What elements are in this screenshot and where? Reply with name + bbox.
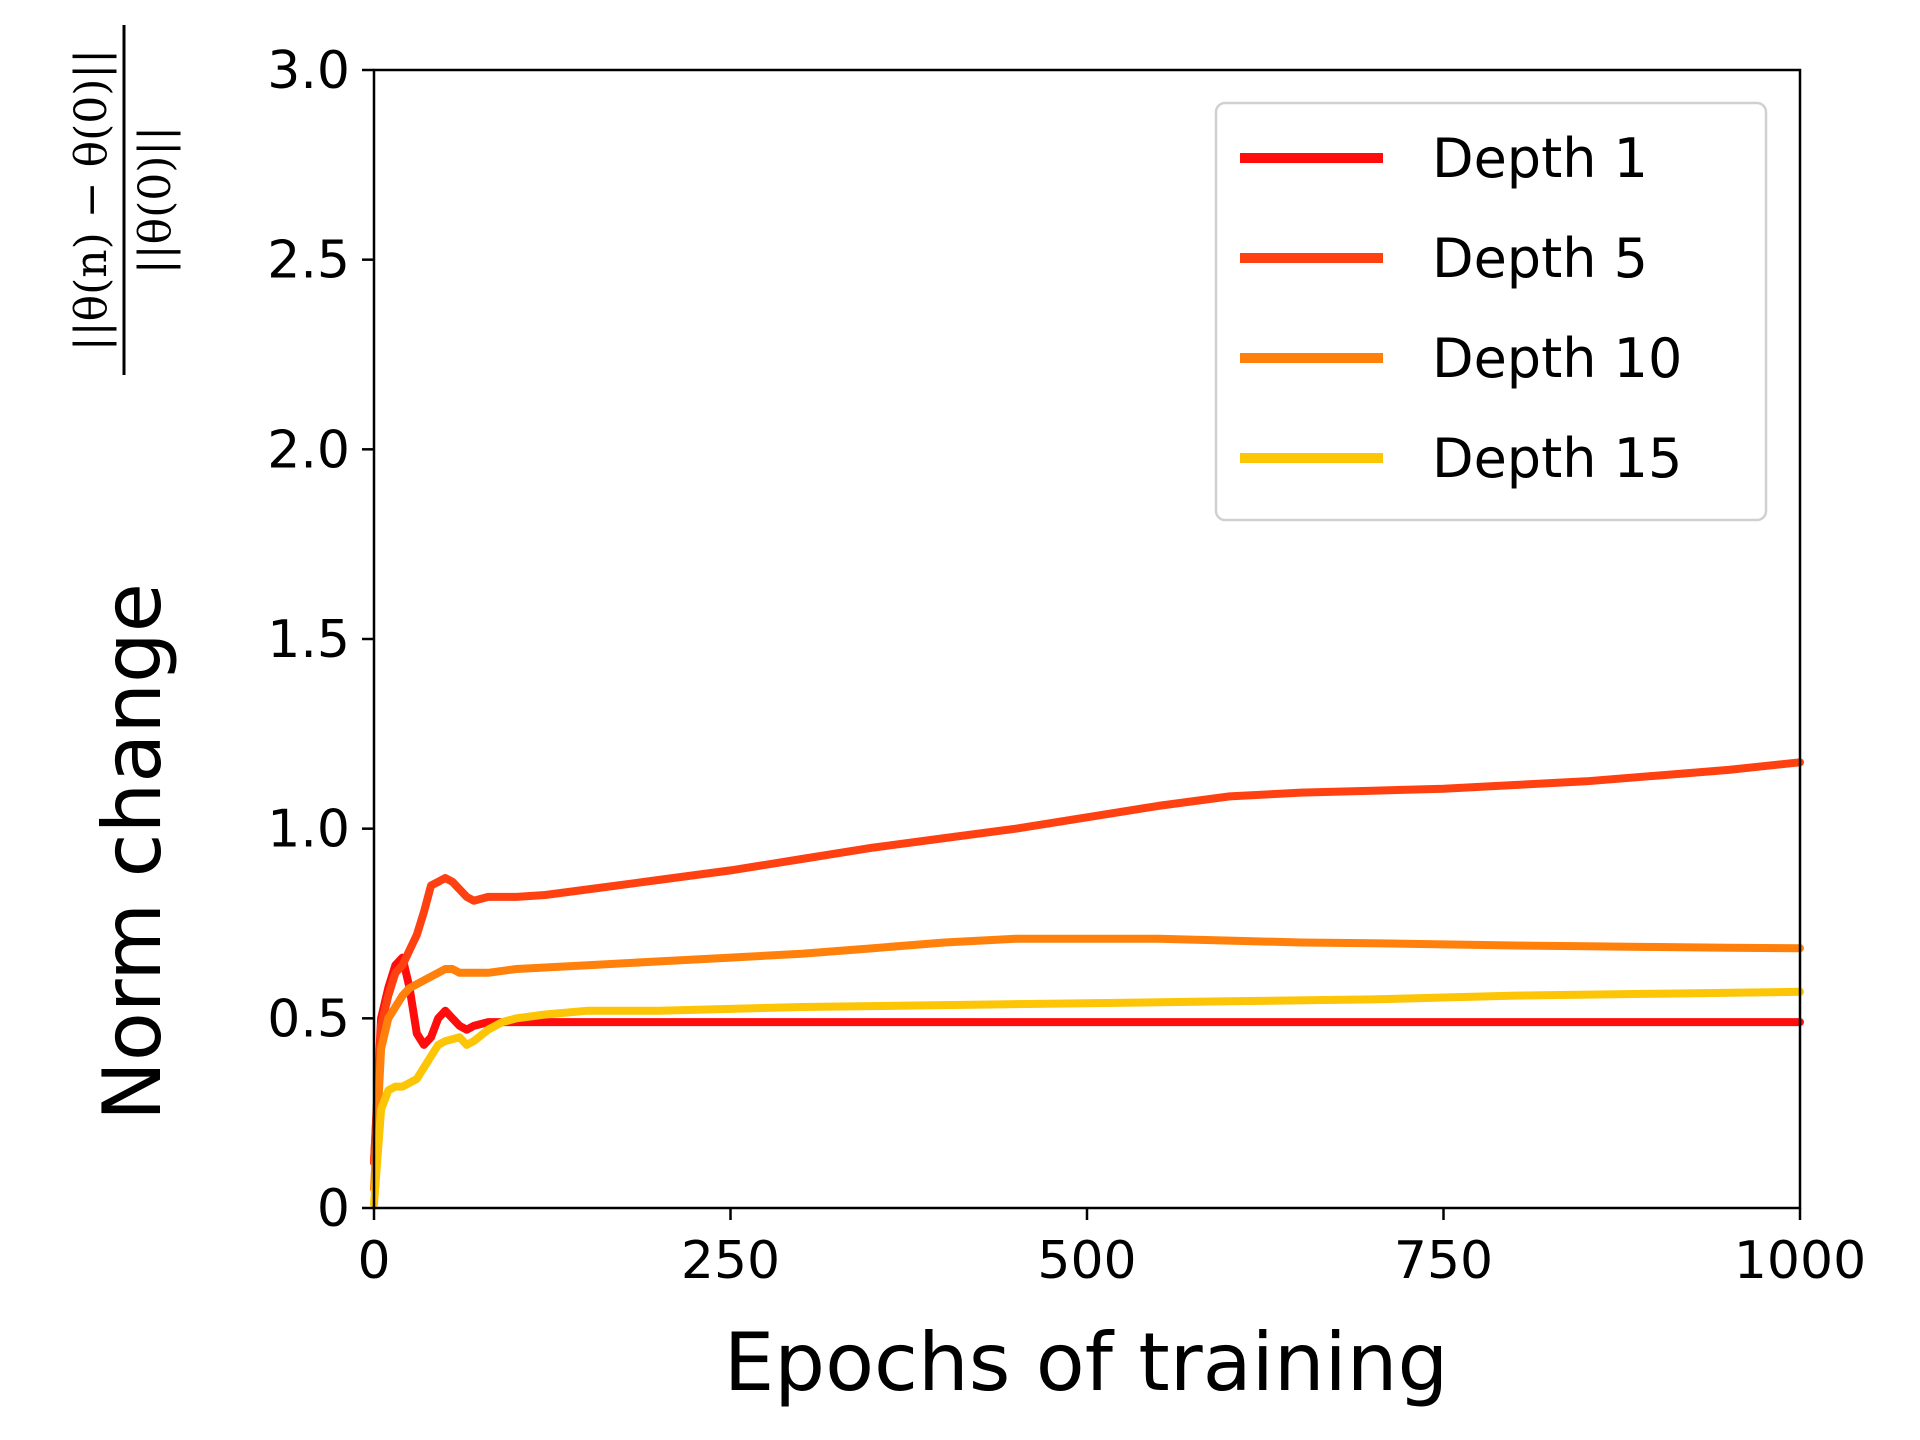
x-tick-label: 500 bbox=[1037, 1231, 1136, 1291]
legend-box bbox=[1214, 101, 1768, 522]
legend-label: Depth 1 bbox=[1432, 127, 1648, 190]
x-tick-label: 1000 bbox=[1734, 1231, 1866, 1291]
x-tick-label: 750 bbox=[1394, 1231, 1493, 1291]
ticks-layer: 0 250 500 750 1000 0 0.5 1.0 1.5 2.0 2.5 3.0 bbox=[267, 41, 1866, 1291]
legend-label: Depth 10 bbox=[1432, 327, 1682, 390]
x-tick-label: 250 bbox=[681, 1231, 780, 1291]
fraction-denominator: ||θ(0)|| bbox=[130, 126, 181, 274]
y-tick-label: 0.5 bbox=[267, 989, 350, 1049]
fraction-numerator: ||θ(n) − θ(0)|| bbox=[66, 49, 117, 351]
series-line bbox=[370, 934, 1804, 1193]
legend: Depth 1 Depth 5 Depth 10 Depth 15 bbox=[1214, 101, 1768, 522]
plot-frame bbox=[372, 68, 1802, 1210]
y-tick-label: 0 bbox=[317, 1179, 350, 1239]
y-tick-label: 2.5 bbox=[267, 231, 350, 291]
series-layer bbox=[370, 758, 1804, 1209]
y-tick-label: 2.0 bbox=[267, 420, 350, 480]
y-axis-label: Norm change bbox=[86, 583, 179, 1121]
y-tick-label: 1.5 bbox=[267, 610, 350, 670]
series-line bbox=[370, 953, 1804, 1167]
x-axis-label: Epochs of training bbox=[724, 1316, 1449, 1409]
y-tick-label: 3.0 bbox=[267, 41, 350, 101]
legend-label: Depth 5 bbox=[1432, 227, 1648, 290]
series-line bbox=[370, 987, 1804, 1209]
x-tick-label: 0 bbox=[357, 1231, 390, 1291]
series-line bbox=[370, 758, 1804, 1167]
y-tick-label: 1.0 bbox=[267, 800, 350, 860]
y-axis-fraction: ||θ(n) − θ(0)|| ||θ(0)|| bbox=[66, 25, 181, 375]
legend-label: Depth 15 bbox=[1432, 427, 1682, 490]
